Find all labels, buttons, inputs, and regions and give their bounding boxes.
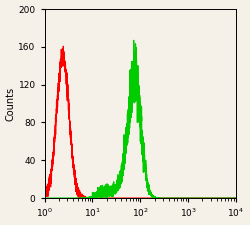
Y-axis label: Counts: Counts	[6, 86, 16, 121]
